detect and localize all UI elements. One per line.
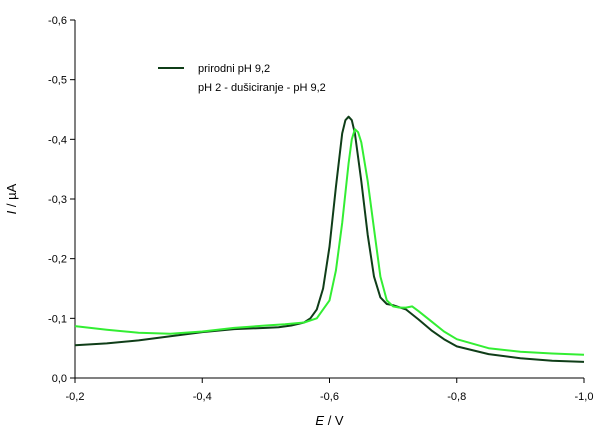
y-tick-label: -0,1 [48,313,67,325]
legend-label-prirodni: prirodni pH 9,2 [198,63,270,75]
plot-area: 0,0 -0,1 -0,2 -0,3 -0,4 -0,5 -0,6 -0,2 -0,4 -0,6… [48,15,593,403]
x-axis-label-symbol: E [315,413,324,428]
x-tick-label: -1,0 [575,391,594,403]
y-axis-label-unit: / µA [4,183,19,210]
x-axis-label: E / V [315,413,344,428]
x-tick-label: -0,2 [66,391,85,403]
y-tick-label: -0,4 [48,134,67,146]
y-axis-label-symbol: I [4,210,19,214]
y-tick-label: -0,2 [48,254,67,266]
x-axis-label-unit: / V [324,413,344,428]
y-tick-label: -0,3 [48,194,67,206]
y-tick-label: -0,6 [48,15,67,27]
series-line-1 [74,128,585,356]
x-tick-label: -0,6 [320,391,339,403]
y-tick-label: 0,0 [52,373,67,385]
legend-label-dusiciranje: pH 2 - dušiciranje - pH 9,2 [198,82,326,94]
legend: prirodni pH 9,2 pH 2 - dušiciranje - pH … [158,63,326,94]
y-axis-label: I / µA [4,183,19,214]
x-tick-label: -0,8 [447,391,466,403]
y-tick-label: -0,5 [48,75,67,87]
x-tick-label: -0,4 [193,391,212,403]
y-ticks: 0,0 -0,1 -0,2 -0,3 -0,4 -0,5 -0,6 [48,15,75,385]
series-line-0 [74,115,585,363]
series-group [74,115,585,363]
x-ticks: -0,2 -0,4 -0,6 -0,8 -1,0 [66,378,594,403]
